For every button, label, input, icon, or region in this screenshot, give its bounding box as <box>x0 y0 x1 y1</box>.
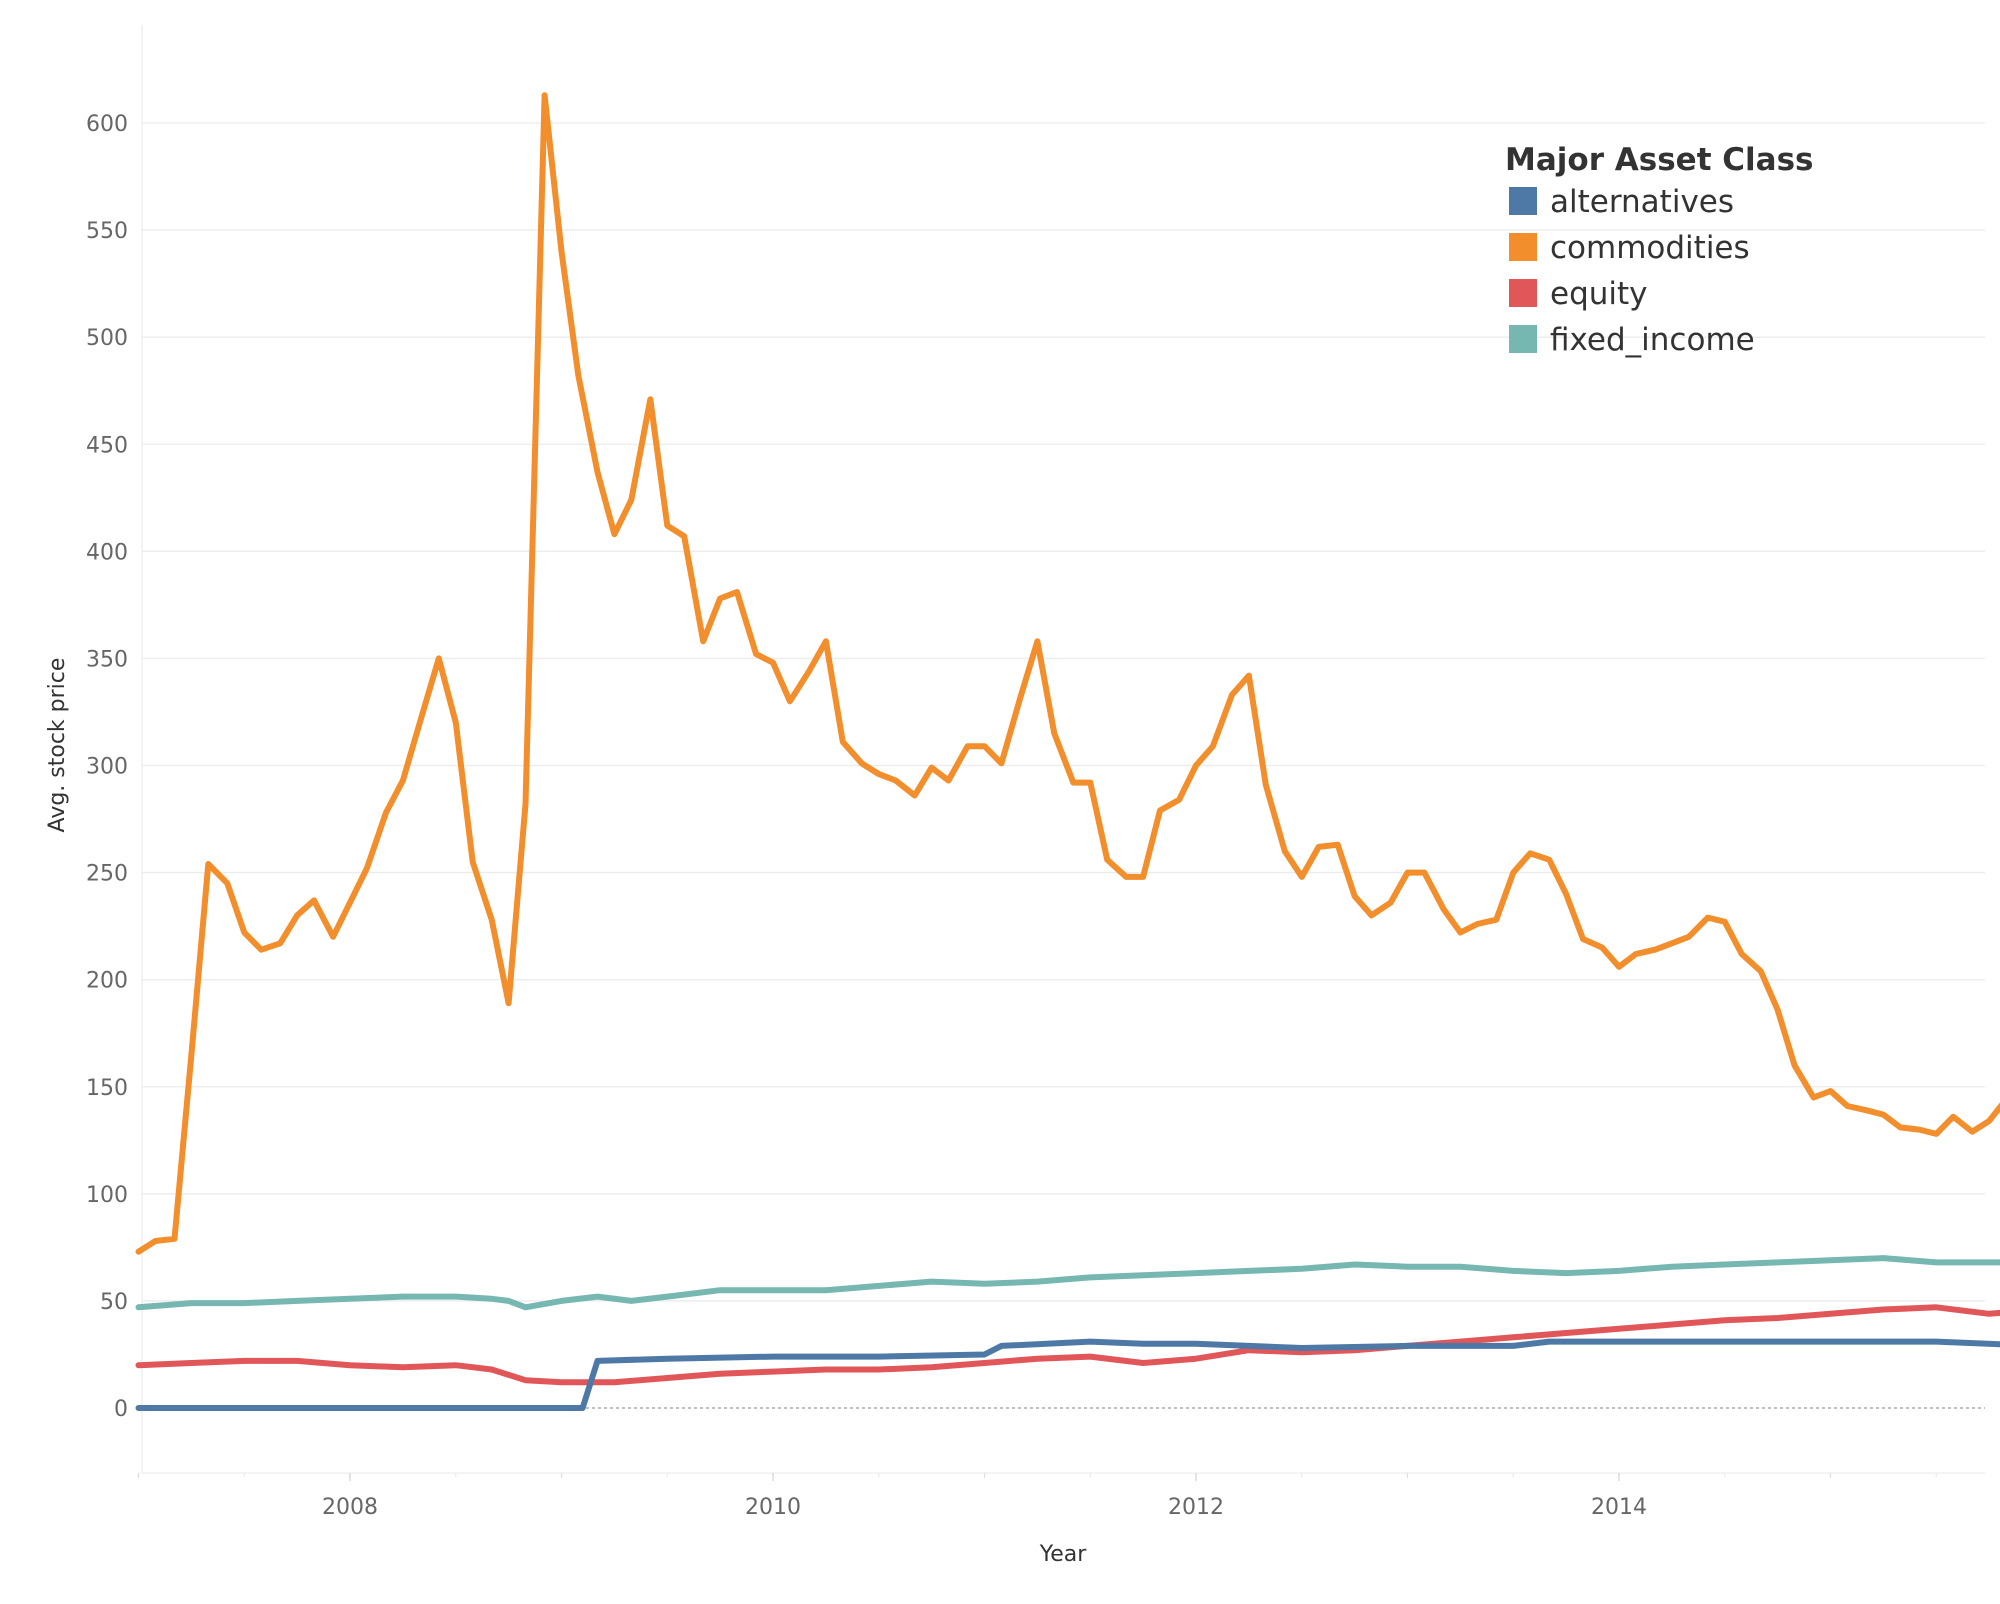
x-axis-tick-labels: 20082010201220142016201820202022 <box>139 1473 2000 1520</box>
y-tick-label-500: 500 <box>86 326 128 351</box>
series-line-equity <box>139 1063 2000 1382</box>
legend-label-fixed-income: fixed_income <box>1550 322 1755 358</box>
x-axis-title: Year <box>1039 1542 1088 1567</box>
x-tick-label-2014: 2014 <box>1591 1495 1647 1520</box>
x-tick-label-2008: 2008 <box>322 1495 378 1520</box>
y-tick-label-0: 0 <box>114 1397 128 1422</box>
y-tick-label-550: 550 <box>86 219 128 244</box>
y-tick-label-200: 200 <box>86 969 128 994</box>
legend-label-equity: equity <box>1550 276 1648 312</box>
y-tick-label-150: 150 <box>86 1076 128 1101</box>
series-layer <box>139 95 2000 1408</box>
y-tick-label-350: 350 <box>86 647 128 672</box>
grid-layer <box>142 123 1985 1301</box>
y-tick-label-250: 250 <box>86 862 128 887</box>
legend-title: Major Asset Class <box>1505 142 1814 178</box>
legend-label-commodities: commodities <box>1550 230 1750 266</box>
y-tick-label-300: 300 <box>86 755 128 780</box>
legend-swatch-commodities <box>1509 233 1537 261</box>
y-tick-label-450: 450 <box>86 433 128 458</box>
y-tick-label-600: 600 <box>86 112 128 137</box>
series-line-alternatives <box>139 1342 2000 1408</box>
y-axis-tick-labels: 0 50 100 150 200 250 300 350 400 450 500 550 600 <box>86 112 128 1422</box>
legend-label-alternatives: alternatives <box>1550 184 1734 220</box>
legend-swatch-alternatives <box>1509 187 1537 215</box>
legend: Major Asset Class alternatives commoditie… <box>1505 142 1814 358</box>
y-tick-label-400: 400 <box>86 540 128 565</box>
series-line-fixed-income <box>139 1252 2000 1308</box>
legend-swatch-fixed-income <box>1509 325 1537 353</box>
legend-items: alternatives commodities equity fixed_incom… <box>1509 184 1755 358</box>
y-tick-label-100: 100 <box>86 1183 128 1208</box>
series-line-commodities <box>139 95 2000 1344</box>
legend-swatch-equity <box>1509 279 1537 307</box>
x-tick-label-2010: 2010 <box>745 1495 801 1520</box>
x-tick-label-2012: 2012 <box>1168 1495 1224 1520</box>
y-axis-title: Avg. stock price <box>45 658 70 833</box>
y-tick-label-50: 50 <box>100 1290 128 1315</box>
